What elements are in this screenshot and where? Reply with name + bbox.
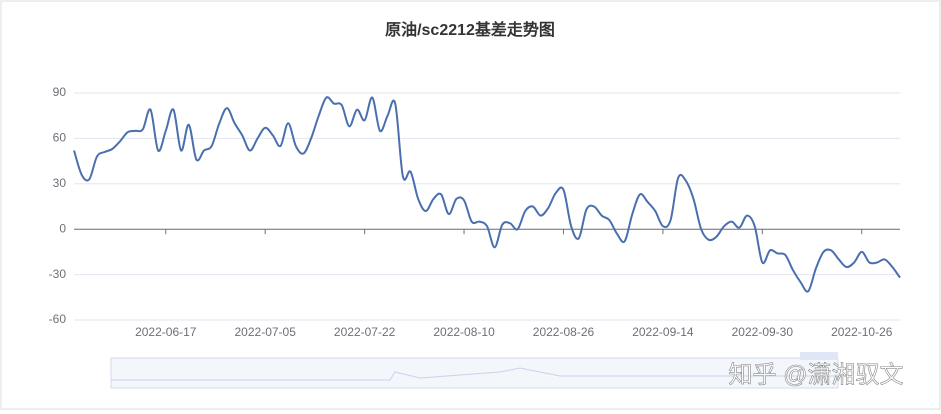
y-tick-label: 0 (59, 221, 66, 235)
zoom-slider[interactable] (110, 357, 839, 389)
x-tick-label: 2022-06-17 (135, 325, 197, 339)
chart-title: 原油/sc2212基差走势图 (385, 20, 555, 39)
x-tick-label: 2022-09-30 (732, 325, 794, 339)
y-tick-label: -60 (49, 312, 67, 326)
x-tick-label: 2022-07-05 (235, 325, 297, 339)
zoom-handle[interactable] (800, 352, 838, 360)
y-tick-label: 60 (53, 131, 67, 145)
x-tick-label: 2022-07-22 (334, 325, 396, 339)
x-tick-label: 2022-10-26 (831, 325, 893, 339)
x-tick-label: 2022-08-10 (433, 325, 495, 339)
y-tick-label: 30 (53, 176, 67, 190)
x-tick-label: 2022-09-14 (632, 325, 694, 339)
watermark: 知乎 @潇湘驭文 (728, 361, 903, 388)
zoom-preview (111, 367, 838, 381)
y-tick-label: -30 (49, 267, 67, 281)
y-tick-label: 90 (53, 85, 67, 99)
x-tick-label: 2022-08-26 (533, 325, 595, 339)
data-line (73, 96, 901, 293)
plot-area: -60 -30 0 30 60 90 2022-06-17 2022-07-05 2022-07… (49, 85, 901, 339)
